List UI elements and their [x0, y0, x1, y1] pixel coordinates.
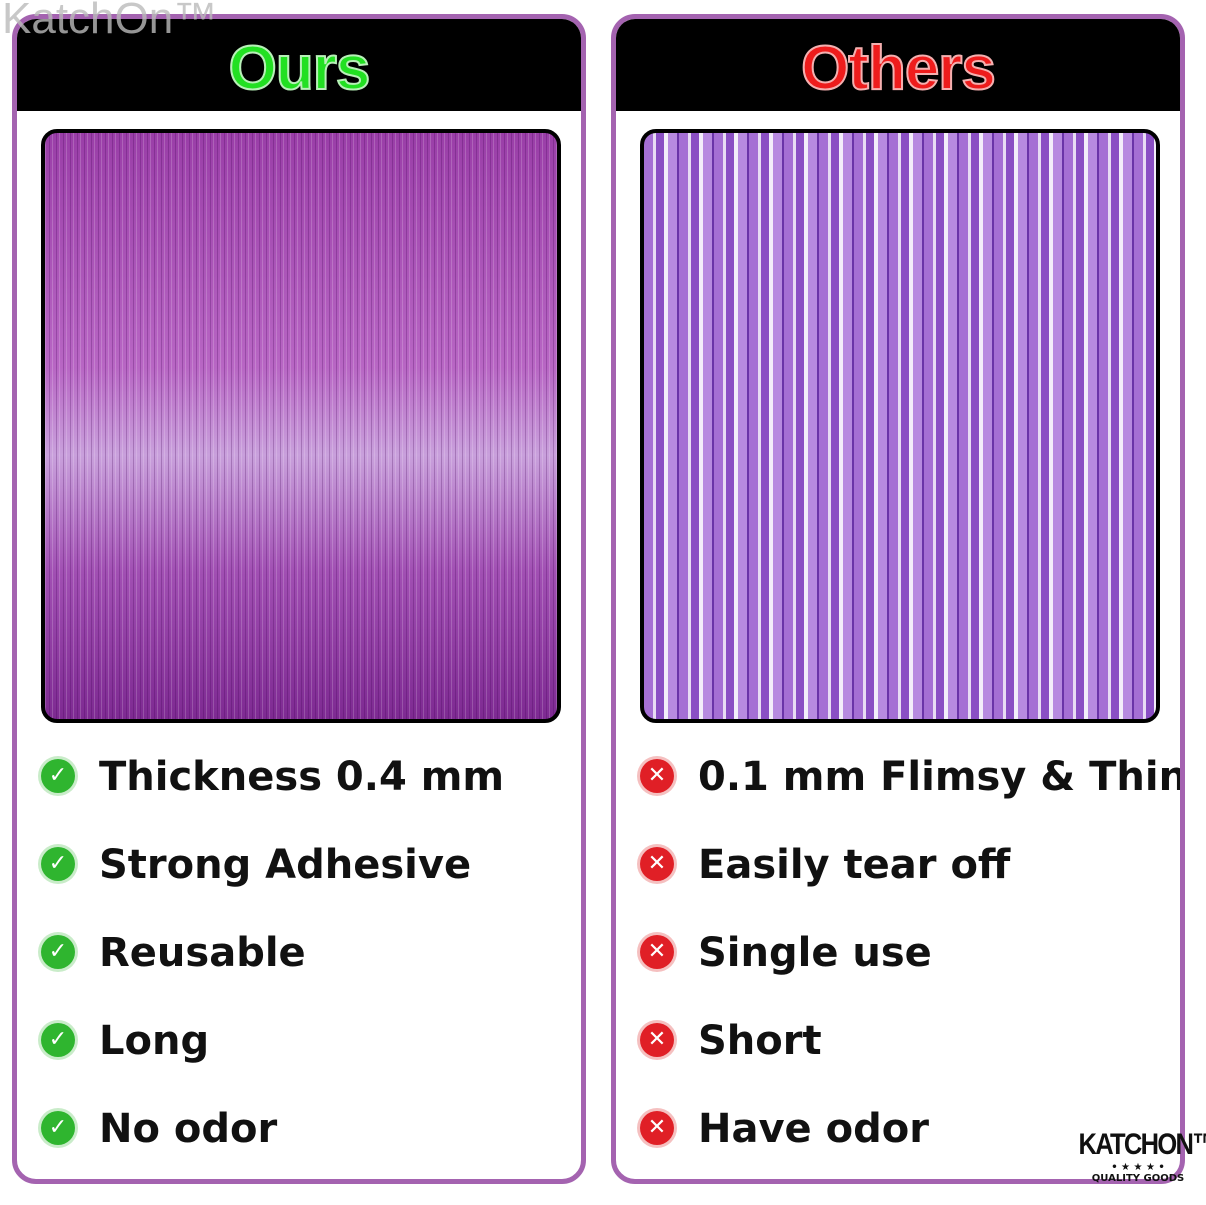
- x-circle-icon: ✕: [640, 1023, 674, 1057]
- ours-title: Ours: [228, 33, 372, 104]
- feature-label: Long: [99, 1018, 210, 1064]
- others-header: Others: [616, 19, 1180, 111]
- feature-label: No odor: [99, 1106, 278, 1152]
- feature-label: Easily tear off: [698, 842, 1011, 888]
- feature-label: Strong Adhesive: [99, 842, 472, 888]
- check-circle-icon: ✓: [41, 759, 75, 793]
- logo-stars: • ★ ★ ★ •: [1111, 1162, 1165, 1173]
- feature-label: Short: [698, 1018, 822, 1064]
- check-circle-icon: ✓: [41, 1023, 75, 1057]
- logo-brand: KATCHON™: [1078, 1128, 1206, 1161]
- x-circle-icon: ✕: [640, 759, 674, 793]
- logo-tagline: QUALITY GOODS: [1091, 1173, 1185, 1184]
- x-circle-icon: ✕: [640, 1111, 674, 1145]
- ours-panel: Ours ✓ Thickness 0.4 mm ✓ Strong Adhesive …: [12, 14, 586, 1184]
- ours-header: Ours: [17, 19, 581, 111]
- others-product-photo: [640, 129, 1160, 723]
- feature-label: Thickness 0.4 mm: [99, 754, 505, 800]
- feature-label: 0.1 mm Flimsy & Thin: [698, 754, 1185, 800]
- watermark: KatchOn™: [2, 0, 218, 43]
- ours-product-photo: [41, 129, 561, 723]
- others-title: Others: [800, 33, 997, 104]
- check-circle-icon: ✓: [41, 1111, 75, 1145]
- x-circle-icon: ✕: [640, 847, 674, 881]
- others-panel: Others ✕ 0.1 mm Flimsy & Thin ✕ Easily tea…: [611, 14, 1185, 1184]
- x-circle-icon: ✕: [640, 935, 674, 969]
- feature-label: Reusable: [99, 930, 306, 976]
- check-circle-icon: ✓: [41, 935, 75, 969]
- check-circle-icon: ✓: [41, 847, 75, 881]
- feature-label: Single use: [698, 930, 932, 976]
- feature-label: Have odor: [698, 1106, 929, 1152]
- katchon-logo: KATCHON™ • ★ ★ ★ • QUALITY GOODS: [1068, 1128, 1206, 1203]
